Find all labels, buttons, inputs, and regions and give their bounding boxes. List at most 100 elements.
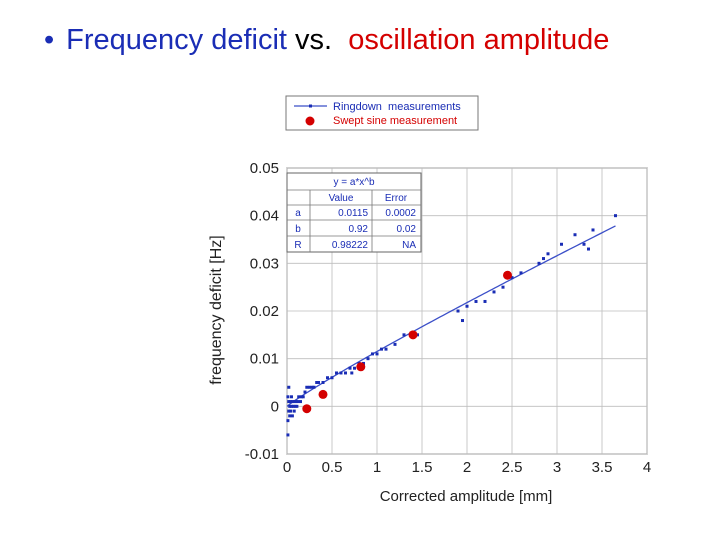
ringdown-point [510,276,514,280]
x-tick-label: 1 [373,459,381,476]
ringdown-point [296,400,300,404]
ringdown-point [292,400,296,404]
ringdown-point [289,409,293,413]
ringdown-point [542,257,545,261]
legend-swept-label: Swept sine measurement [333,115,457,127]
ringdown-point [299,400,302,404]
fit-row-b-value: 0.92 [349,224,369,235]
ringdown-point [288,404,292,408]
fit-row-a-value: 0.0115 [338,208,368,219]
ringdown-point [582,242,586,246]
fit-equation: y = a*x^b [333,177,375,188]
swept-sine-point [503,270,512,280]
ringdown-point [587,247,590,251]
swept-sine-point [356,362,366,372]
ringdown-point [501,285,505,289]
swept-sine-point [318,389,328,399]
ringdown-point [335,371,338,375]
fit-row-a-error: 0.0002 [385,208,416,219]
ringdown-point [330,376,334,380]
title-part-oscillation-amplitude: oscillation amplitude [348,24,610,56]
x-tick-label: 4 [643,459,651,476]
fit-row-a-name: a [295,208,301,219]
ringdown-point [465,304,469,308]
slide-title: • Frequency deficit vs. oscillation ampli… [44,24,609,57]
fit-row-r-value: 0.98222 [332,240,369,251]
ringdown-point [303,390,307,394]
ringdown-point [289,400,293,404]
ringdown-point [290,414,294,418]
x-tick-label: 3 [553,459,561,476]
title-part-frequency-deficit: Frequency deficit [66,24,287,56]
ringdown-point [301,395,305,399]
ringdown-point [366,357,370,361]
tick-labels: 0 0.5 1 1.5 2 2.5 3 3.5 4-0.0100.010.020.030.040… [245,160,651,476]
ringdown-point [305,385,309,389]
fit-table-box [286,172,422,253]
fit-row-r-name: R [294,240,301,251]
ringdown-point [560,242,563,246]
title-bullet: • [44,24,55,56]
ringdown-point [402,333,406,337]
ringdown-point [456,309,460,313]
swept-sine-point [302,404,312,414]
y-tick-label: 0.04 [250,208,279,225]
ringdown-point [299,395,303,399]
fit-header-error: Error [385,193,408,204]
ringdown-point [326,376,329,380]
ringdown-point [371,352,374,356]
ringdown-point [308,385,311,389]
y-axis-label: frequency deficit [Hz] [208,235,225,384]
ringdown-point [348,366,352,370]
ringdown-point [537,261,541,265]
ringdown-point [294,400,298,404]
legend-swept-marker [305,116,315,126]
ringdown-point [288,414,292,418]
ringdown-point [321,381,325,384]
ringdown-point [287,409,291,413]
ringdown-point [350,371,354,375]
fit-row-b-error: 0.02 [397,224,417,235]
x-tick-label: 2.5 [502,459,523,476]
y-tick-label: 0.03 [250,255,279,272]
ringdown-point [312,385,316,389]
data-points [286,214,617,437]
ringdown-point [375,352,379,356]
ringdown-point [297,395,301,399]
x-axis-label: Corrected amplitude [mm] [380,488,553,505]
ringdown-point [461,319,464,323]
ringdown-point [344,371,347,375]
x-tick-label: 1.5 [412,459,433,476]
ringdown-point [393,342,397,346]
ringdown-point [290,404,293,408]
ringdown-point [295,404,299,408]
ringdown-point [492,290,496,294]
ringdown-point [291,404,295,408]
ringdown-point [519,271,523,275]
y-tick-label: 0.05 [250,160,279,177]
ringdown-point [315,381,319,384]
y-tick-label: 0.02 [250,303,279,320]
x-tick-label: 3.5 [592,459,613,476]
legend: Ringdown measurements Swept sine measure… [285,95,479,131]
ringdown-point [287,385,291,389]
y-tick-label: 0 [271,398,279,415]
x-tick-label: 0.5 [322,459,343,476]
legend-ringdown-marker [309,104,312,108]
ringdown-point [353,366,356,370]
ringdown-point [546,252,550,256]
ringdown-point [339,371,343,375]
ringdown-point [287,400,291,404]
ringdown-point [293,404,297,408]
swept-sine-point [408,330,418,340]
ringdown-point [474,299,478,303]
fit-header-value: Value [329,193,354,204]
ringdown-point [286,433,290,437]
y-tick-label: -0.01 [245,446,279,463]
ringdown-point [384,347,388,351]
ringdown-point [292,409,296,413]
ringdown-point [286,395,290,399]
ringdown-point [380,347,383,351]
ringdown-point [483,299,487,303]
